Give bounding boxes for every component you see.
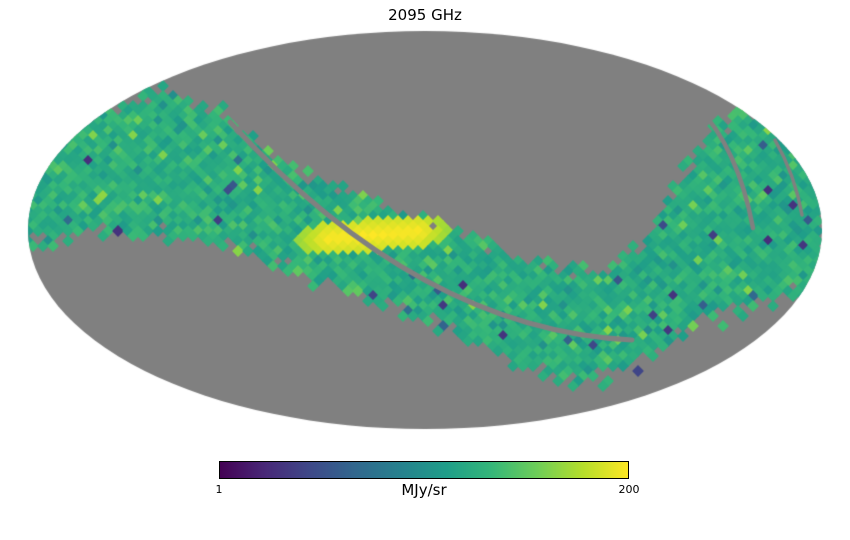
colorbar-tick-max: 200: [618, 483, 640, 496]
colorbar-tick-min: 1: [215, 483, 223, 496]
colorbar-ticks: 1 MJy/sr 200: [215, 479, 640, 503]
colorbar-label: MJy/sr: [401, 481, 447, 499]
colorbar-gradient: [219, 461, 629, 479]
colorbar: 1 MJy/sr 200: [215, 461, 640, 503]
plot-title: 2095 GHz: [388, 6, 462, 24]
